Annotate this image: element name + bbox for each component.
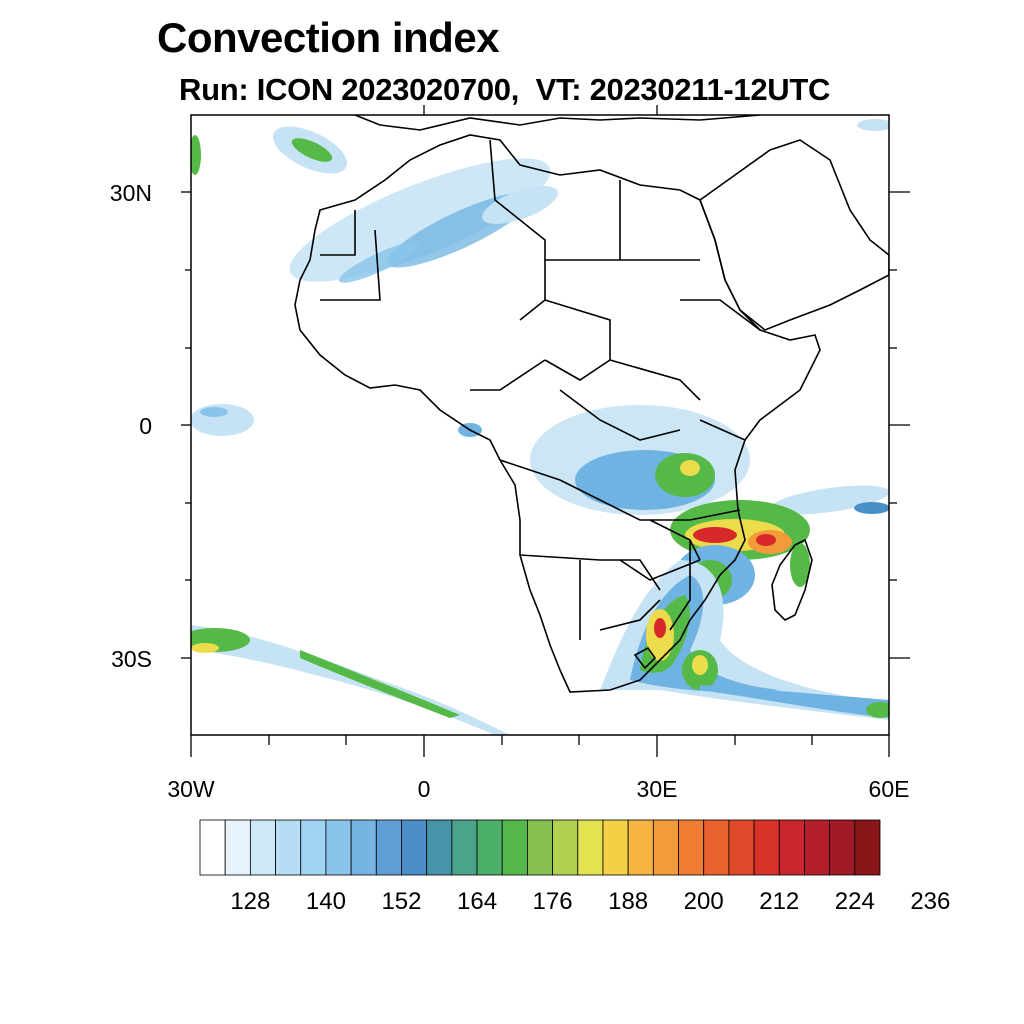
convection-field bbox=[191, 119, 889, 735]
africa-coastline bbox=[294, 134, 821, 693]
field-top-right bbox=[857, 119, 889, 131]
colorbar-label: 236 bbox=[910, 888, 951, 915]
field-sahara-band-2 bbox=[339, 241, 421, 283]
field-tanzania-red bbox=[693, 527, 737, 543]
field-indian-ocean bbox=[770, 485, 889, 515]
field-gulf-guinea-core bbox=[200, 407, 228, 417]
field-mediterranean-west-core bbox=[291, 138, 333, 162]
field-southern-indian-band bbox=[700, 685, 889, 718]
field-indian-ocean-core bbox=[854, 502, 889, 514]
x-label-0: 0 bbox=[417, 776, 431, 802]
coastlines bbox=[294, 115, 889, 693]
field-north-east bbox=[482, 186, 558, 224]
chart-subtitle: Run: ICON 2023020700, VT: 20230211-12UTC bbox=[179, 72, 830, 108]
colorbar-label: 224 bbox=[834, 888, 875, 915]
colorbar-label: 152 bbox=[381, 888, 422, 915]
valid-time-label: VT: 20230211-12UTC bbox=[535, 72, 831, 107]
field-top-left bbox=[191, 135, 201, 175]
x-label-60e: 60E bbox=[868, 776, 910, 802]
country-borders bbox=[320, 139, 761, 640]
field-south-africa-red bbox=[654, 618, 666, 638]
colorbar-label: 128 bbox=[230, 888, 271, 915]
field-lakes-green bbox=[655, 453, 715, 497]
field-mozambique-core bbox=[756, 534, 776, 546]
field-madagascar bbox=[790, 543, 810, 587]
field-south-atlantic-core bbox=[300, 650, 460, 718]
field-southern-indian-core bbox=[866, 702, 889, 718]
colorbar-label: 212 bbox=[759, 888, 800, 915]
chart-title: Convection index bbox=[157, 14, 500, 61]
europe-coastline bbox=[354, 115, 761, 131]
axis-ticks bbox=[181, 105, 910, 757]
run-label: Run: ICON 2023020700, bbox=[179, 72, 520, 107]
field-south-africa-east-yellow bbox=[692, 655, 708, 675]
colorbar-label: 164 bbox=[457, 888, 498, 915]
colorbar-label: 176 bbox=[532, 888, 573, 915]
field-west-atlantic-core bbox=[191, 643, 219, 653]
arabia-coastline bbox=[699, 139, 889, 331]
colorbar-label: 200 bbox=[683, 888, 724, 915]
y-label-0: 0 bbox=[139, 413, 152, 439]
lesotho-outline bbox=[633, 646, 657, 670]
field-lakes-yellow bbox=[680, 460, 700, 476]
y-label-30s: 30S bbox=[111, 646, 152, 672]
y-label-30n: 30N bbox=[109, 180, 152, 206]
x-label-30e: 30E bbox=[636, 776, 678, 802]
colorbar-label: 188 bbox=[608, 888, 649, 915]
x-label-30w: 30W bbox=[167, 776, 215, 802]
madagascar-coastline bbox=[771, 538, 813, 621]
colorbar-label: 140 bbox=[305, 888, 346, 915]
